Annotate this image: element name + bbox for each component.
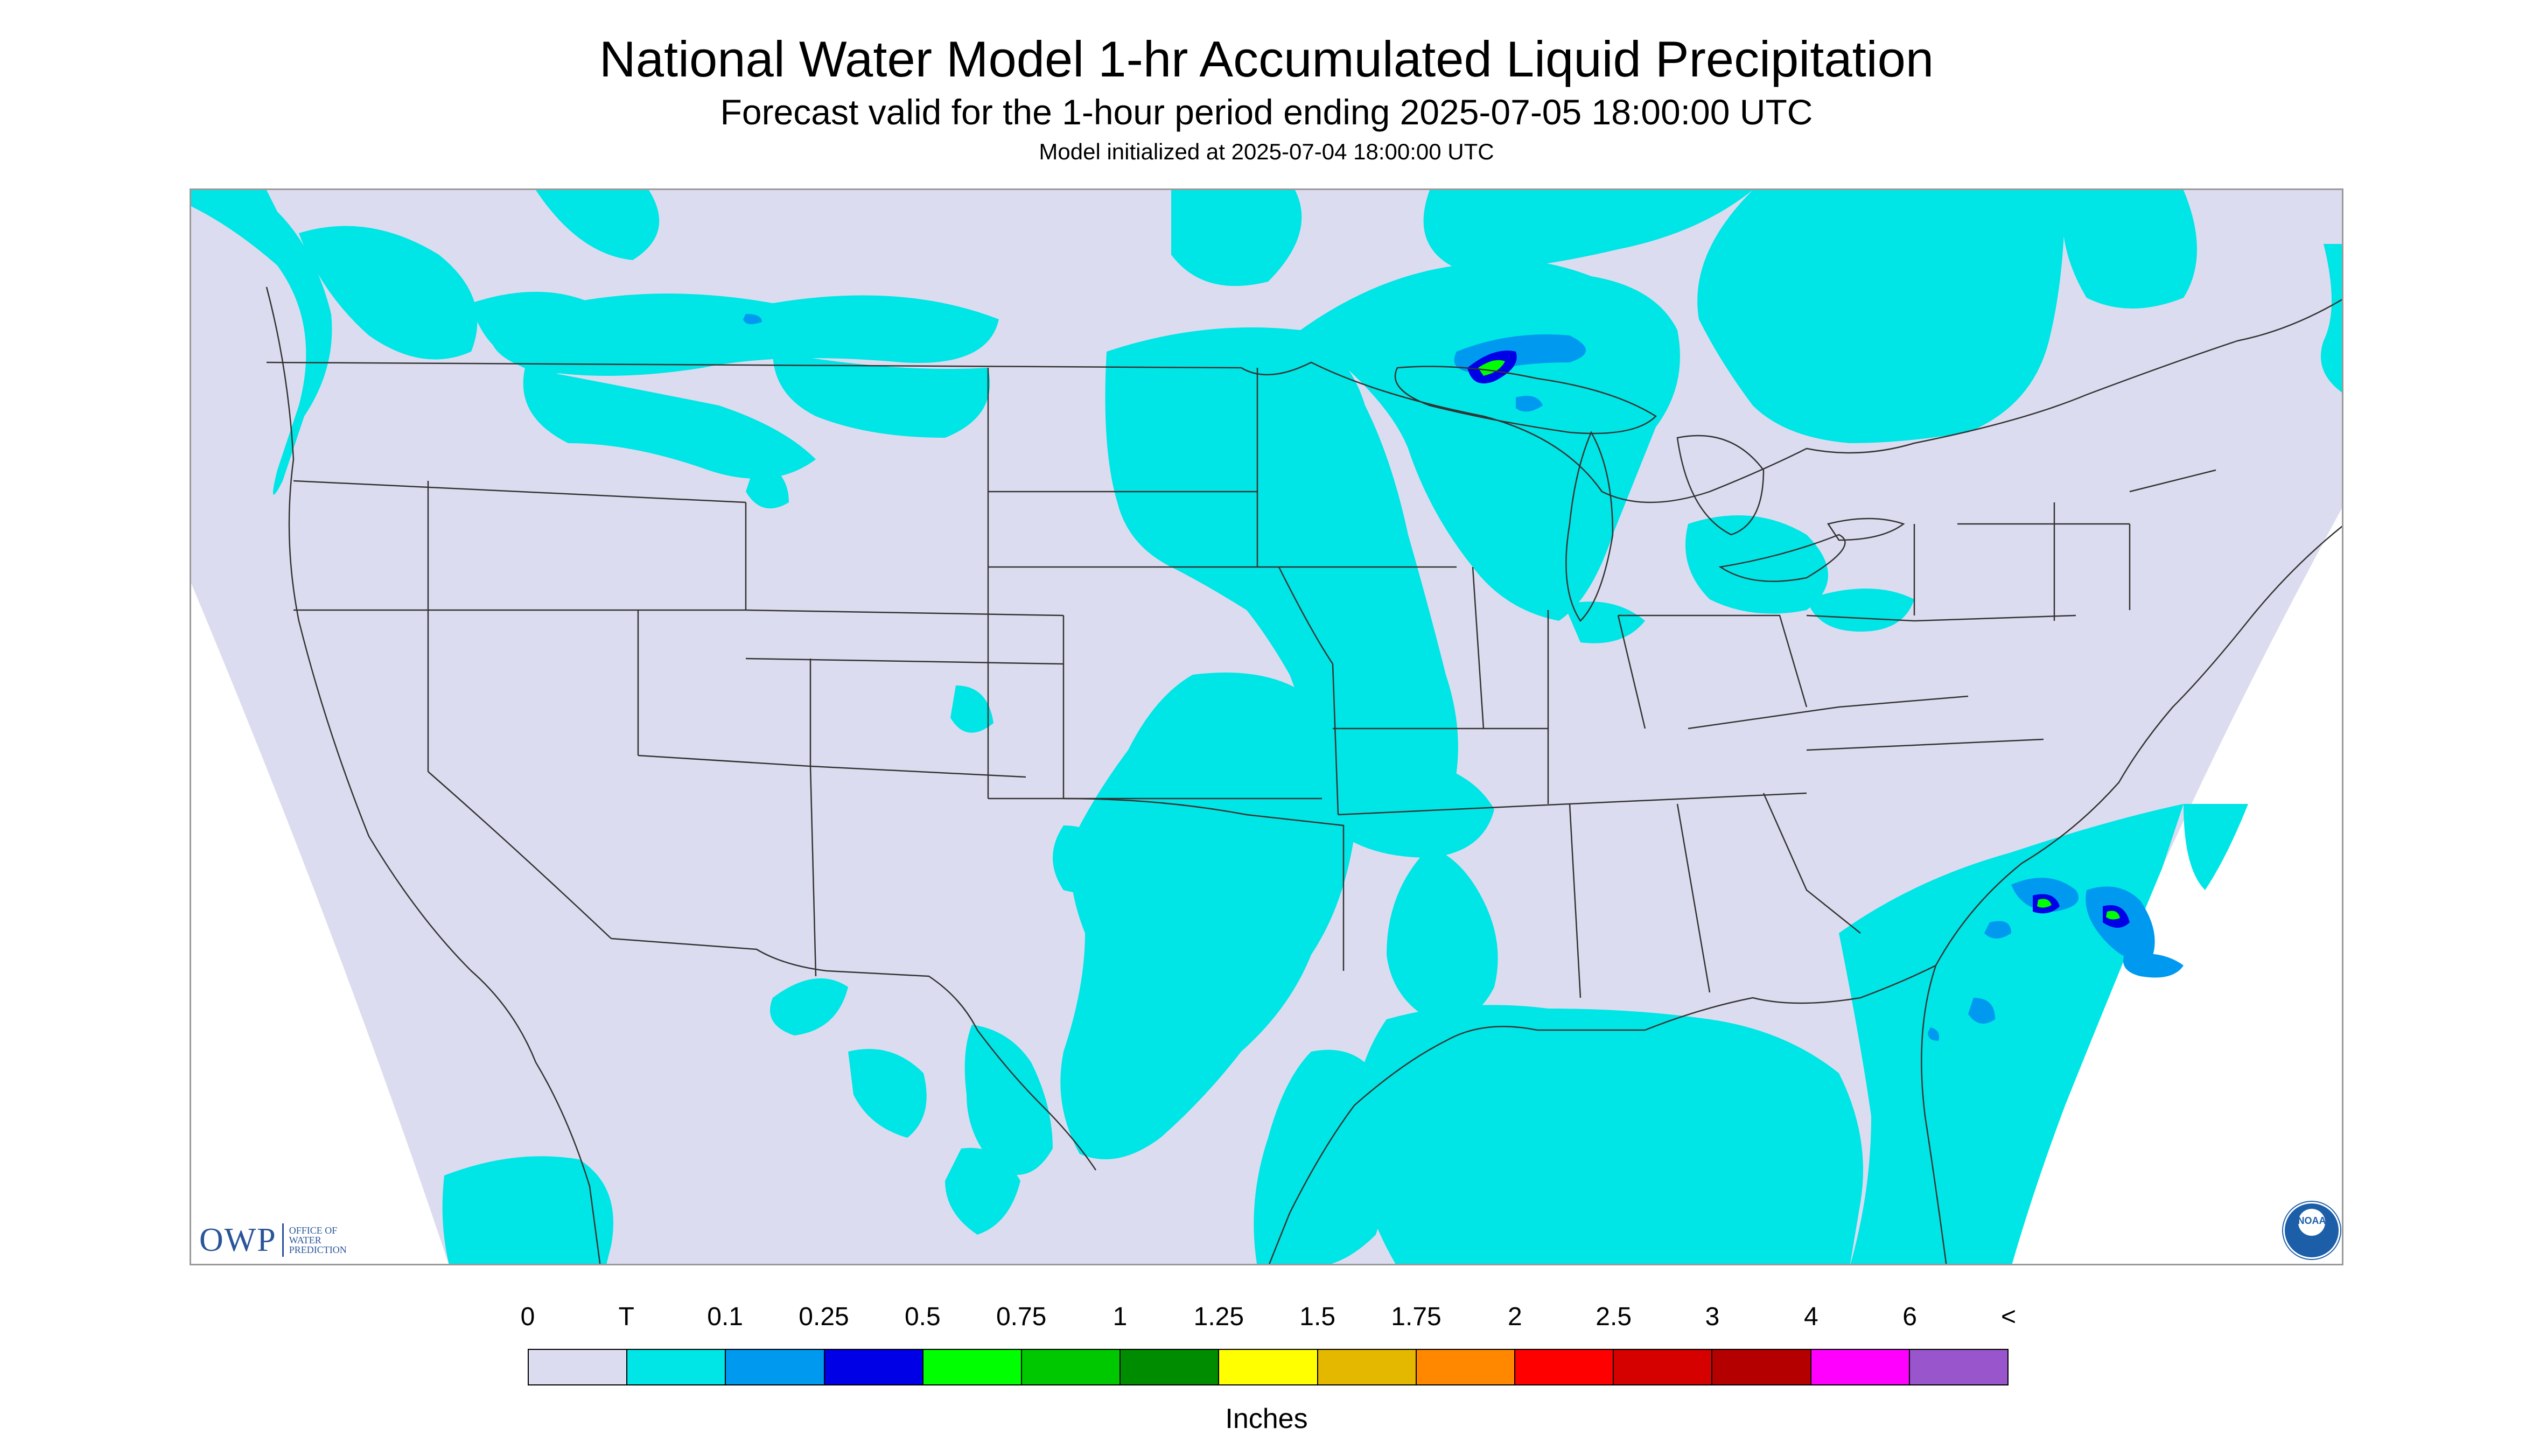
legend-tick-label: 2	[1507, 1303, 1522, 1331]
legend-tick-label: 0.75	[996, 1303, 1047, 1331]
legend-tick-label: 0	[520, 1303, 535, 1331]
legend-swatch	[923, 1350, 1023, 1384]
legend-swatch	[1515, 1350, 1614, 1384]
owp-logo-line: OFFICE OF	[289, 1225, 338, 1236]
legend-swatch	[1712, 1350, 1811, 1384]
legend-swatch	[1219, 1350, 1318, 1384]
legend-tick-label: 1.5	[1299, 1303, 1336, 1331]
legend-swatch	[1318, 1350, 1417, 1384]
map-canvas	[191, 190, 2342, 1264]
model-init-text: Model initialized at 2025-07-04 18:00:00…	[1039, 139, 1494, 164]
legend-units: Inches	[1225, 1403, 1308, 1434]
legend-tick-label: 0.5	[904, 1303, 941, 1331]
legend-tick-label: 3	[1705, 1303, 1720, 1331]
legend-tick-label: <	[2000, 1303, 2017, 1331]
precipitation-map	[190, 188, 2343, 1265]
legend-tick-label: 0.1	[707, 1303, 744, 1331]
legend-tick-label: 1.75	[1391, 1303, 1442, 1331]
legend-swatch	[1022, 1350, 1121, 1384]
legend-tick-label: T	[618, 1303, 634, 1331]
owp-logo-mark: OWP	[199, 1221, 277, 1258]
legend-swatch	[824, 1350, 923, 1384]
state-boundaries	[265, 286, 2342, 1264]
legend-swatch	[529, 1350, 628, 1384]
owp-logo-line: WATER	[289, 1235, 321, 1245]
legend-swatch	[1614, 1350, 1713, 1384]
peak-precip-areas	[1478, 360, 2120, 920]
legend-tick-label: 1	[1112, 1303, 1128, 1331]
map-title: National Water Model 1-hr Accumulated Li…	[599, 31, 1934, 87]
owp-logo-divider	[282, 1223, 284, 1257]
legend-tick-label: 0.25	[799, 1303, 849, 1331]
legend-labels: 0 T 0.1 0.25 0.5 0.75 1 1.25 1.5 1.75 2 2.5 3 4 6 <	[0, 1302, 2533, 1334]
noaa-logo: NOAA	[2283, 1202, 2340, 1259]
legend-swatch	[1121, 1350, 1220, 1384]
legend-swatch	[1909, 1350, 2008, 1384]
owp-logo-line: PREDICTION	[289, 1244, 347, 1255]
legend-swatch	[726, 1350, 825, 1384]
forecast-valid-subtitle: Forecast valid for the 1-hour period end…	[720, 92, 1813, 132]
owp-logo: OWP OFFICE OF WATER PREDICTION	[199, 1221, 347, 1259]
legend-tick-label: 4	[1803, 1303, 1818, 1331]
owp-logo-text: OFFICE OF WATER PREDICTION	[289, 1226, 347, 1255]
precip-legend	[528, 1349, 2009, 1385]
legend-tick-label: 6	[1902, 1303, 1918, 1331]
legend-swatch	[1811, 1350, 1910, 1384]
legend-swatch	[1416, 1350, 1516, 1384]
noaa-logo-text: NOAA	[2297, 1215, 2326, 1226]
legend-tick-label: 2.5	[1596, 1303, 1632, 1331]
legend-swatch	[627, 1350, 726, 1384]
legend-tick-label: 1.25	[1193, 1303, 1244, 1331]
